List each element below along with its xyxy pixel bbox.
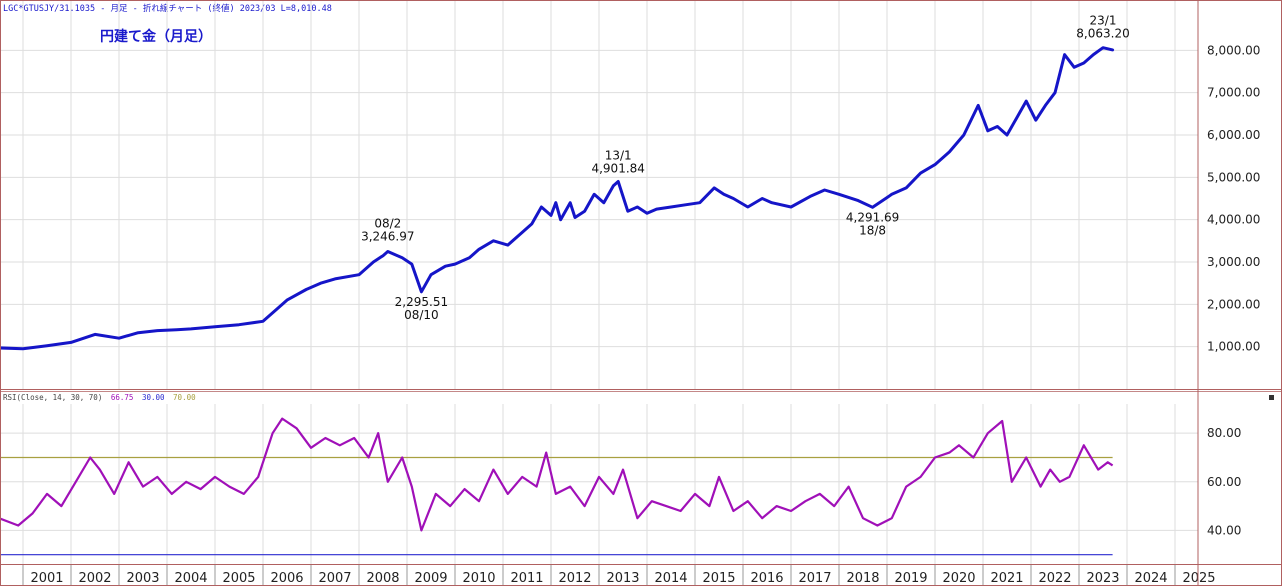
rsi-tick-label: 80.00 (1207, 426, 1241, 440)
x-tick-label: 2020 (942, 571, 975, 586)
annotation-line1: 08/2 (374, 217, 401, 231)
x-tick-label: 2021 (990, 571, 1023, 586)
x-tick-label: 2017 (798, 571, 831, 586)
x-tick-label: 2013 (606, 571, 639, 586)
price-tick-label: 2,000.00 (1207, 297, 1260, 311)
x-tick-label: 2008 (366, 571, 399, 586)
price-tick-label: 4,000.00 (1207, 213, 1260, 227)
price-tick-label: 5,000.00 (1207, 170, 1260, 184)
x-tick-label: 2006 (270, 571, 303, 586)
rsi-y-axis: 40.00 60.00 80.00 (1207, 426, 1241, 537)
price-tick-label: 8,000.00 (1207, 43, 1260, 57)
annotation-line2: 3,246.97 (361, 230, 414, 244)
x-tick-label: 2011 (510, 571, 543, 586)
x-tick-label: 2024 (1134, 571, 1167, 586)
small-square-icon[interactable] (1269, 395, 1274, 400)
x-tick-label: 2025 (1182, 571, 1215, 586)
price-tick-label: 3,000.00 (1207, 255, 1260, 269)
price-series-line (0, 46, 1115, 351)
x-tick-label: 2023 (1086, 571, 1119, 586)
x-tick-label: 2012 (558, 571, 591, 586)
rsi-header: RSI(Close, 14, 30, 70) 66.75 30.00 70.00 (3, 393, 196, 402)
x-tick-label: 2004 (174, 571, 207, 586)
rsi-lower-value: 30.00 (142, 393, 165, 402)
annotation-line1: 13/1 (605, 148, 632, 162)
rsi-tick-label: 40.00 (1207, 523, 1241, 537)
annotation-line2: 18/8 (859, 223, 886, 237)
x-tick-label: 2022 (1038, 571, 1071, 586)
price-y-axis: 1,000.00 2,000.00 3,000.00 4,000.00 5,000.00… (1207, 43, 1260, 353)
price-panel-grid (0, 0, 1198, 389)
price-tick-label: 7,000.00 (1207, 86, 1260, 100)
x-tick-label: 2015 (702, 571, 735, 586)
price-tick-label: 1,000.00 (1207, 340, 1260, 354)
x-tick-label: 2005 (222, 571, 255, 586)
price-tick-label: 6,000.00 (1207, 128, 1260, 142)
annotation-line2: 8,063.20 (1076, 27, 1129, 41)
x-tick-label: 2016 (750, 571, 783, 586)
annotation-line2: 4,901.84 (591, 161, 644, 175)
x-tick-label: 2007 (318, 571, 351, 586)
x-tick-label: 2010 (462, 571, 495, 586)
x-axis: 2001 2002 2003 2004 2005 2006 2007 2008 2009 2010… (22, 564, 1216, 586)
annotation-line2: 08/10 (404, 308, 439, 322)
x-tick-label: 2018 (846, 571, 879, 586)
annotation-line1: 23/1 (1090, 14, 1117, 28)
x-tick-label: 2019 (894, 571, 927, 586)
rsi-series-line (0, 417, 1114, 532)
rsi-current-value: 66.75 (111, 393, 134, 402)
x-tick-label: 2001 (30, 571, 63, 586)
x-tick-label: 2009 (414, 571, 447, 586)
x-tick-label: 2003 (126, 571, 159, 586)
x-tick-label: 2014 (654, 571, 687, 586)
rsi-upper-value: 70.00 (173, 393, 196, 402)
chart-title: 円建て金（月足） (100, 28, 212, 45)
rsi-panel-grid (0, 404, 1198, 564)
x-tick-label: 2002 (78, 571, 111, 586)
rsi-tick-label: 60.00 (1207, 475, 1241, 489)
annotation-line1: 2,295.51 (395, 295, 448, 309)
rsi-header-label: RSI(Close, 14, 30, 70) (3, 393, 102, 402)
annotation-line1: 4,291.69 (846, 210, 899, 224)
